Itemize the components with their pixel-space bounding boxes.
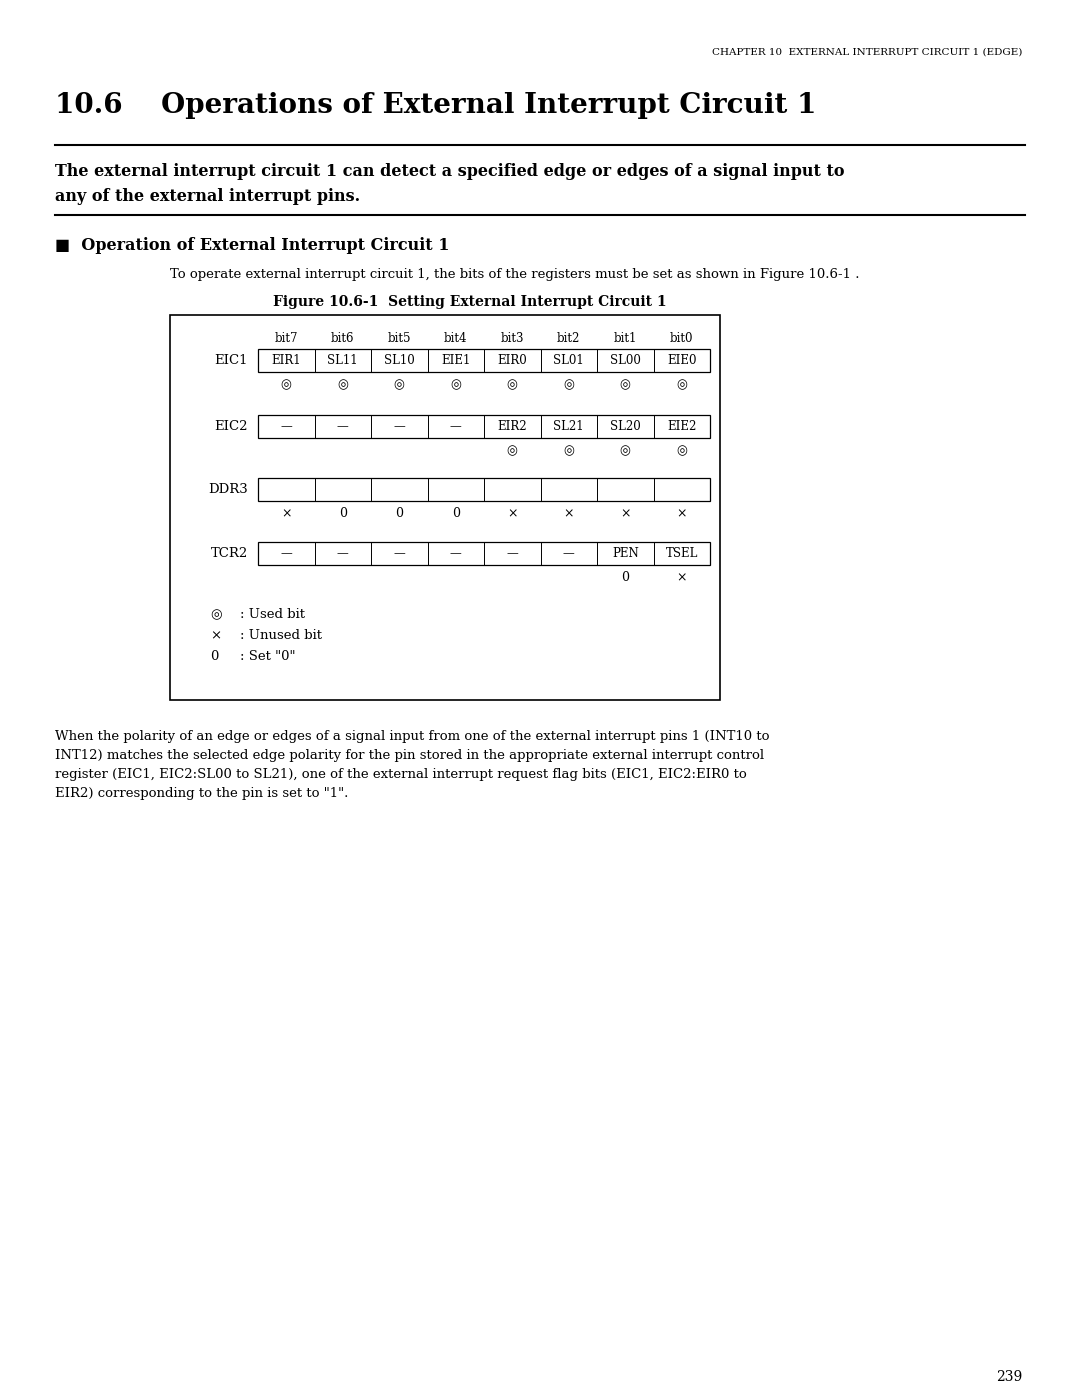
Text: bit7: bit7 — [274, 332, 298, 345]
Text: bit1: bit1 — [613, 332, 637, 345]
Text: To operate external interrupt circuit 1, the bits of the registers must be set a: To operate external interrupt circuit 1,… — [170, 268, 860, 281]
Text: EIR1: EIR1 — [271, 353, 301, 367]
Text: EIE0: EIE0 — [667, 353, 697, 367]
Text: —: — — [281, 420, 292, 433]
Text: ◎: ◎ — [564, 444, 575, 457]
Text: SL01: SL01 — [553, 353, 584, 367]
Text: : Unused bit: : Unused bit — [240, 629, 322, 643]
Text: EIR0: EIR0 — [498, 353, 527, 367]
Text: ■  Operation of External Interrupt Circuit 1: ■ Operation of External Interrupt Circui… — [55, 237, 449, 254]
Text: SL00: SL00 — [610, 353, 640, 367]
Text: ◎: ◎ — [450, 379, 461, 391]
Text: 0: 0 — [395, 507, 403, 520]
Text: bit0: bit0 — [670, 332, 693, 345]
Text: bit3: bit3 — [500, 332, 524, 345]
Text: SL21: SL21 — [553, 420, 584, 433]
Text: ◎: ◎ — [676, 444, 687, 457]
Text: EIR2) corresponding to the pin is set to "1".: EIR2) corresponding to the pin is set to… — [55, 787, 349, 800]
Text: ◎: ◎ — [507, 444, 517, 457]
Text: —: — — [507, 548, 518, 560]
Bar — [258, 415, 710, 439]
Text: 239: 239 — [996, 1370, 1022, 1384]
Text: Figure 10.6-1  Setting External Interrupt Circuit 1: Figure 10.6-1 Setting External Interrupt… — [273, 295, 666, 309]
Text: ◎: ◎ — [620, 379, 631, 391]
Text: bit2: bit2 — [557, 332, 580, 345]
Bar — [258, 542, 710, 564]
Text: —: — — [281, 548, 292, 560]
Text: PEN: PEN — [612, 548, 638, 560]
Text: ×: × — [676, 507, 687, 520]
Text: INT12) matches the selected edge polarity for the pin stored in the appropriate : INT12) matches the selected edge polarit… — [55, 749, 765, 761]
Text: ×: × — [676, 571, 687, 584]
Text: : Used bit: : Used bit — [240, 608, 305, 622]
Text: 0: 0 — [210, 650, 218, 664]
Text: : Set "0": : Set "0" — [240, 650, 296, 664]
Text: ◎: ◎ — [281, 379, 292, 391]
Bar — [258, 478, 710, 502]
Text: ×: × — [507, 507, 517, 520]
Text: —: — — [563, 548, 575, 560]
Text: ◎: ◎ — [564, 379, 575, 391]
Text: EIE1: EIE1 — [441, 353, 471, 367]
Text: register (EIC1, EIC2:SL00 to SL21), one of the external interrupt request flag b: register (EIC1, EIC2:SL00 to SL21), one … — [55, 768, 746, 781]
Text: —: — — [393, 548, 405, 560]
Text: TCR2: TCR2 — [211, 548, 248, 560]
Text: ×: × — [281, 507, 292, 520]
Text: bit5: bit5 — [388, 332, 411, 345]
Text: DDR3: DDR3 — [208, 483, 248, 496]
Text: ×: × — [564, 507, 573, 520]
Text: EIR2: EIR2 — [498, 420, 527, 433]
Text: —: — — [393, 420, 405, 433]
Text: ×: × — [210, 629, 221, 643]
Bar — [258, 349, 710, 372]
Text: EIC2: EIC2 — [215, 420, 248, 433]
Text: ◎: ◎ — [210, 608, 221, 622]
Text: ◎: ◎ — [620, 444, 631, 457]
Text: ◎: ◎ — [337, 379, 348, 391]
Text: 0: 0 — [621, 571, 630, 584]
Text: SL20: SL20 — [610, 420, 640, 433]
Text: ◎: ◎ — [676, 379, 687, 391]
Text: ◎: ◎ — [507, 379, 517, 391]
Text: bit4: bit4 — [444, 332, 468, 345]
Text: SL10: SL10 — [383, 353, 415, 367]
Text: The external interrupt circuit 1 can detect a specified edge or edges of a signa: The external interrupt circuit 1 can det… — [55, 163, 845, 180]
Text: —: — — [450, 420, 461, 433]
Text: any of the external interrupt pins.: any of the external interrupt pins. — [55, 189, 360, 205]
Text: 10.6    Operations of External Interrupt Circuit 1: 10.6 Operations of External Interrupt Ci… — [55, 92, 816, 119]
Text: EIC1: EIC1 — [215, 353, 248, 367]
Text: SL11: SL11 — [327, 353, 359, 367]
Text: ×: × — [620, 507, 631, 520]
Text: bit6: bit6 — [330, 332, 354, 345]
Text: 0: 0 — [451, 507, 460, 520]
Text: —: — — [337, 548, 349, 560]
Text: —: — — [450, 548, 461, 560]
Bar — [170, 314, 720, 700]
Text: TSEL: TSEL — [665, 548, 698, 560]
Text: EIE2: EIE2 — [667, 420, 697, 433]
Text: CHAPTER 10  EXTERNAL INTERRUPT CIRCUIT 1 (EDGE): CHAPTER 10 EXTERNAL INTERRUPT CIRCUIT 1 … — [712, 47, 1022, 57]
Text: 0: 0 — [339, 507, 347, 520]
Text: When the polarity of an edge or edges of a signal input from one of the external: When the polarity of an edge or edges of… — [55, 731, 769, 743]
Text: —: — — [337, 420, 349, 433]
Text: ◎: ◎ — [394, 379, 405, 391]
